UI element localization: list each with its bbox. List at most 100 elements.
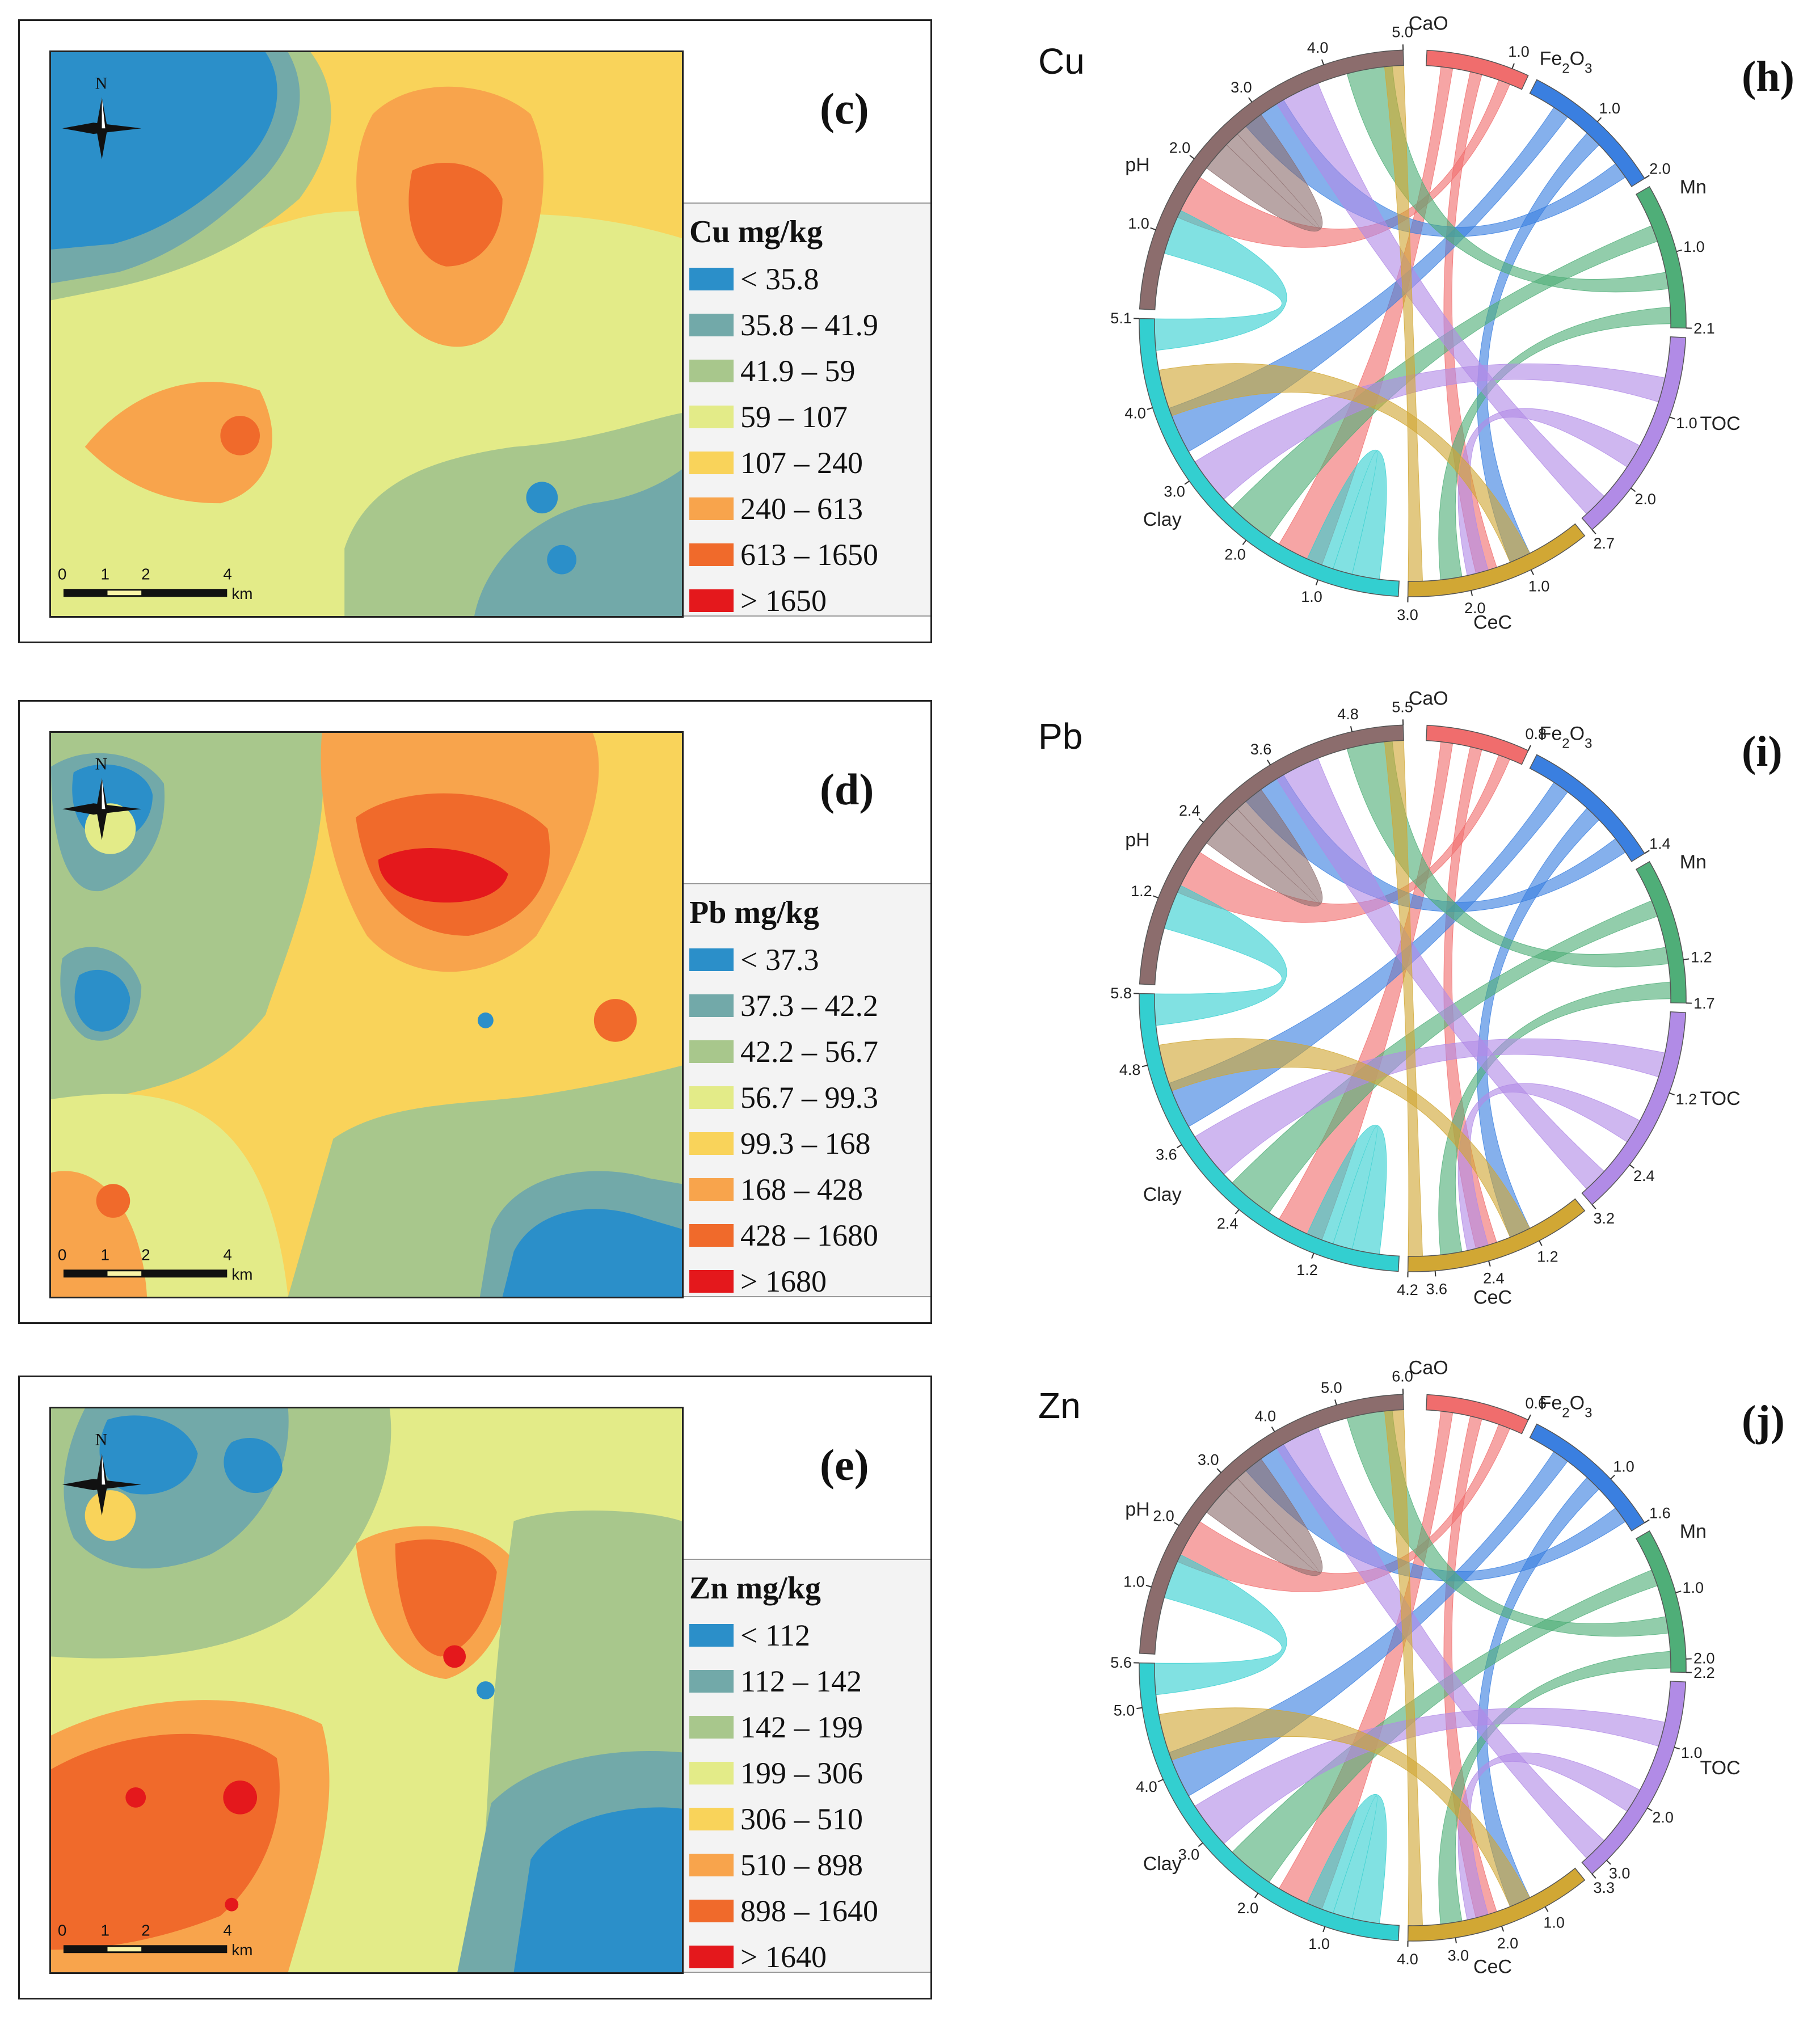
legend-item: 428 – 1680 bbox=[689, 1212, 930, 1258]
sector-label: TOC bbox=[1700, 1088, 1741, 1109]
tick-mark bbox=[1177, 1145, 1181, 1148]
legend-item: 99.3 – 168 bbox=[689, 1120, 930, 1166]
legend-item: 37.3 – 42.2 bbox=[689, 982, 930, 1028]
tick-mark bbox=[1158, 1779, 1163, 1782]
legend-item: 240 – 613 bbox=[689, 486, 930, 531]
legend-swatch bbox=[689, 1762, 734, 1784]
sector-label: Fe2O3 bbox=[1540, 48, 1592, 76]
tick-mark bbox=[1146, 1585, 1152, 1587]
legend-swatch bbox=[689, 1946, 734, 1968]
legend-label: > 1640 bbox=[740, 1939, 827, 1975]
panel-label: (i) bbox=[1742, 728, 1783, 775]
tick-mark bbox=[1316, 580, 1318, 585]
legend-swatch bbox=[689, 1270, 734, 1293]
legend-item: 56.7 – 99.3 bbox=[689, 1074, 930, 1120]
scale-unit: km bbox=[231, 585, 252, 602]
scale-tick: 2 bbox=[141, 1246, 150, 1263]
legend-swatch bbox=[689, 1086, 734, 1109]
legend-label: 613 – 1650 bbox=[740, 537, 878, 572]
legend-item: > 1650 bbox=[689, 577, 930, 623]
tick-label: 1.2 bbox=[1691, 948, 1712, 965]
tick-mark bbox=[1351, 726, 1352, 732]
tick-mark bbox=[1669, 1093, 1674, 1095]
legend-item: < 112 bbox=[689, 1612, 930, 1658]
tick-mark bbox=[1670, 417, 1675, 419]
sector-arc bbox=[1636, 1531, 1686, 1672]
scale-tick: 1 bbox=[101, 1246, 109, 1263]
map-zone bbox=[477, 1681, 495, 1699]
tick-mark bbox=[1323, 1927, 1325, 1932]
tick-label: 2.4 bbox=[1633, 1167, 1655, 1184]
sector-label: CeC bbox=[1473, 1286, 1512, 1308]
sector-label: Fe2O3 bbox=[1540, 1392, 1592, 1420]
tick-mark bbox=[1236, 1209, 1239, 1214]
tick-mark bbox=[1592, 1205, 1596, 1209]
tick-mark bbox=[1217, 1469, 1221, 1473]
sector-label: Clay bbox=[1143, 509, 1182, 530]
sector-label: TOC bbox=[1700, 413, 1741, 434]
map-zone bbox=[220, 416, 260, 455]
legend-swatch bbox=[689, 452, 734, 474]
scale-tick: 1 bbox=[101, 565, 109, 583]
legend-label: 56.7 – 99.3 bbox=[740, 1080, 878, 1115]
tick-label: 2.0 bbox=[1649, 161, 1671, 178]
tick-mark bbox=[1242, 540, 1246, 545]
tick-label: 1.2 bbox=[1296, 1262, 1318, 1279]
legend-swatch bbox=[689, 1716, 734, 1739]
tick-mark bbox=[1455, 1938, 1456, 1943]
tick-mark bbox=[1249, 98, 1252, 102]
pb-concentration-map: N 0 1 2 4 km bbox=[49, 731, 684, 1298]
tick-mark bbox=[1174, 1522, 1179, 1525]
tick-label: 3.2 bbox=[1593, 1210, 1615, 1227]
legend-swatch bbox=[689, 1670, 734, 1693]
tick-label: 1.0 bbox=[1528, 577, 1550, 594]
sector-label: Clay bbox=[1143, 1184, 1182, 1205]
sector-label: CaO bbox=[1409, 13, 1448, 35]
zn-concentration-map: N 0 1 2 4 km bbox=[49, 1407, 684, 1974]
panel-label: (j) bbox=[1742, 1397, 1785, 1445]
legend-item: < 35.8 bbox=[689, 256, 930, 302]
legend-label: 510 – 898 bbox=[740, 1847, 863, 1883]
sector-label: Clay bbox=[1143, 1853, 1182, 1875]
legend-label: 898 – 1640 bbox=[740, 1893, 878, 1929]
tick-mark bbox=[1435, 1271, 1436, 1276]
sector-label: TOC bbox=[1700, 1757, 1741, 1779]
map-zone bbox=[125, 1787, 146, 1808]
tick-mark bbox=[1683, 959, 1689, 960]
sector-label: Mn bbox=[1680, 851, 1707, 873]
legend-label: 35.8 – 41.9 bbox=[740, 307, 878, 343]
tick-label: 3.0 bbox=[1397, 606, 1418, 623]
sector-label: pH bbox=[1125, 154, 1149, 176]
legend-swatch bbox=[689, 360, 734, 382]
tick-label: 2.4 bbox=[1483, 1270, 1505, 1287]
tick-label: 5.6 bbox=[1110, 1654, 1132, 1671]
tick-mark bbox=[1645, 175, 1649, 178]
tick-mark bbox=[1147, 408, 1153, 410]
panel-label: (e) bbox=[820, 1440, 869, 1491]
scale-unit: km bbox=[231, 1265, 252, 1283]
tick-mark bbox=[1512, 64, 1514, 69]
tick-label: 5.0 bbox=[1392, 23, 1413, 40]
tick-label: 4.8 bbox=[1119, 1061, 1141, 1078]
tick-mark bbox=[1151, 228, 1156, 230]
tick-label: 3.6 bbox=[1250, 741, 1272, 758]
tick-mark bbox=[1471, 590, 1472, 596]
tick-mark bbox=[1645, 1520, 1649, 1522]
north-label: N bbox=[95, 74, 108, 93]
legend-label: 199 – 306 bbox=[740, 1756, 863, 1791]
tick-label: 2.0 bbox=[1237, 1900, 1259, 1917]
tick-mark bbox=[1674, 1747, 1680, 1749]
cu-concentration-map: N 0 1 2 4 km bbox=[49, 50, 684, 618]
scale-unit: km bbox=[231, 1941, 252, 1959]
tick-label: 2.0 bbox=[1224, 546, 1246, 563]
sector-label: CaO bbox=[1409, 688, 1448, 710]
legend-item: 112 – 142 bbox=[689, 1658, 930, 1704]
tick-mark bbox=[1335, 1399, 1337, 1405]
tick-label: 5.0 bbox=[1114, 1702, 1135, 1719]
tick-label: 1.4 bbox=[1649, 836, 1671, 853]
legend-item: > 1680 bbox=[689, 1258, 930, 1304]
tick-mark bbox=[1598, 117, 1602, 121]
